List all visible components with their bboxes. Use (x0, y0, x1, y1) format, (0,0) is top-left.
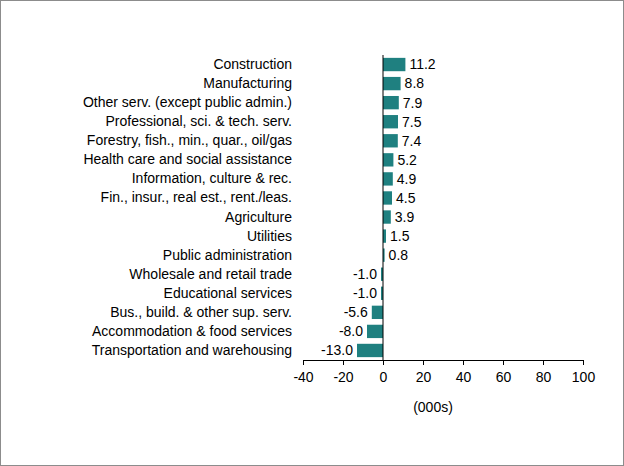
category-tick: Health care and social assistance (83, 151, 292, 167)
category-tick: Utilities (247, 228, 292, 244)
x-tick: 60 (496, 360, 512, 385)
category-label: Utilities (247, 228, 292, 244)
x-tick-mark (463, 360, 464, 365)
data-label: -8.0 (339, 323, 363, 339)
frame (1, 1, 624, 466)
x-tick-label: 80 (536, 369, 552, 385)
zero-line (383, 55, 384, 360)
x-tick-label: -40 (293, 369, 313, 385)
category-tick: Construction (213, 56, 292, 72)
bar (383, 210, 391, 223)
category-tick: Fin., insur., real est., rent./leas. (101, 189, 292, 205)
x-tick: -20 (333, 360, 353, 385)
x-tick-label: 20 (416, 369, 432, 385)
x-axis: -40 -20 0 20 40 60 80 100 (293, 360, 595, 385)
data-label: -1.0 (353, 266, 377, 282)
category-label: Transportation and warehousing (92, 342, 292, 358)
bar (383, 153, 393, 166)
category-tick: Bus., build. & other sup. serv. (110, 304, 292, 320)
category-label: Manufacturing (203, 75, 292, 91)
x-tick-label: 40 (456, 369, 472, 385)
data-label: -1.0 (353, 285, 377, 301)
category-tick: Information, culture & rec. (132, 170, 292, 186)
category-label: Forestry, fish., min., quar., oil/gas (87, 132, 292, 148)
data-label: 1.5 (390, 228, 410, 244)
x-tick-mark (343, 360, 344, 365)
data-label: 8.8 (405, 75, 425, 91)
category-label: Agriculture (225, 209, 292, 225)
category-tick: Educational services (164, 285, 292, 301)
data-labels: 11.2 8.8 7.9 7.5 7.4 5.2 4.9 4.5 3.9 1.5 0.8 -1.0 -1… (321, 56, 436, 358)
x-tick-label: 60 (496, 369, 512, 385)
category-label: Health care and social assistance (83, 151, 292, 167)
data-label: 4.5 (396, 190, 416, 206)
bar (383, 58, 405, 71)
category-tick: Other serv. (except public admin.) (83, 94, 292, 110)
category-label: Public administration (163, 247, 292, 263)
bar (383, 134, 398, 147)
category-label: Professional, sci. & tech. serv. (106, 113, 292, 129)
x-tick: 20 (416, 360, 432, 385)
data-label: 0.8 (389, 247, 409, 263)
plot: -40 -20 0 20 40 60 80 100 Construction Manufactur… (83, 55, 595, 415)
category-label: Accommodation & food services (92, 323, 292, 339)
x-axis-line (304, 360, 584, 361)
x-tick: 40 (456, 360, 472, 385)
x-tick: 0 (380, 360, 388, 385)
category-label: Information, culture & rec. (132, 170, 292, 186)
data-label: -13.0 (321, 342, 353, 358)
category-tick: Transportation and warehousing (92, 342, 292, 358)
bar (383, 96, 399, 109)
category-tick: Wholesale and retail trade (129, 266, 292, 282)
x-tick: -40 (293, 360, 313, 385)
x-tick-mark (383, 360, 384, 365)
category-tick: Professional, sci. & tech. serv. (106, 113, 292, 129)
category-tick: Manufacturing (203, 75, 292, 91)
category-label: Construction (213, 56, 292, 72)
data-label: 7.4 (402, 133, 422, 149)
category-tick: Agriculture (225, 209, 292, 225)
category-label: Educational services (164, 285, 292, 301)
category-label: Bus., build. & other sup. serv. (110, 304, 292, 320)
data-label: 3.9 (395, 209, 415, 225)
x-axis-title: (000s) (413, 399, 453, 415)
x-tick-label: 0 (380, 369, 388, 385)
category-tick: Forestry, fish., min., quar., oil/gas (87, 132, 292, 148)
category-label: Other serv. (except public admin.) (83, 94, 292, 110)
bar (383, 191, 392, 204)
bar (372, 306, 383, 319)
bar (383, 172, 393, 185)
data-label: -5.6 (344, 304, 368, 320)
x-tick-mark (543, 360, 544, 365)
bar (383, 77, 401, 90)
x-tick: 80 (536, 360, 552, 385)
bar (383, 115, 398, 128)
x-tick-mark (423, 360, 424, 365)
bar (367, 325, 383, 338)
x-tick-mark (583, 360, 584, 365)
bar (357, 344, 383, 357)
x-tick-mark (303, 360, 304, 365)
category-tick: Accommodation & food services (92, 323, 292, 339)
x-tick-mark (503, 360, 504, 365)
category-tick: Public administration (163, 247, 292, 263)
category-label: Wholesale and retail trade (129, 266, 292, 282)
x-tick-label: -20 (333, 369, 353, 385)
category-label: Fin., insur., real est., rent./leas. (101, 189, 292, 205)
data-label: 7.9 (403, 95, 423, 111)
chart: -40 -20 0 20 40 60 80 100 Construction Manufactur… (0, 0, 624, 466)
data-label: 7.5 (402, 114, 422, 130)
data-label: 4.9 (397, 171, 417, 187)
data-label: 5.2 (397, 152, 417, 168)
data-label: 11.2 (409, 56, 435, 72)
x-tick: 100 (572, 360, 596, 385)
x-tick-label: 100 (572, 369, 596, 385)
category-axis: Construction Manufacturing Other serv. (ex… (83, 56, 292, 358)
